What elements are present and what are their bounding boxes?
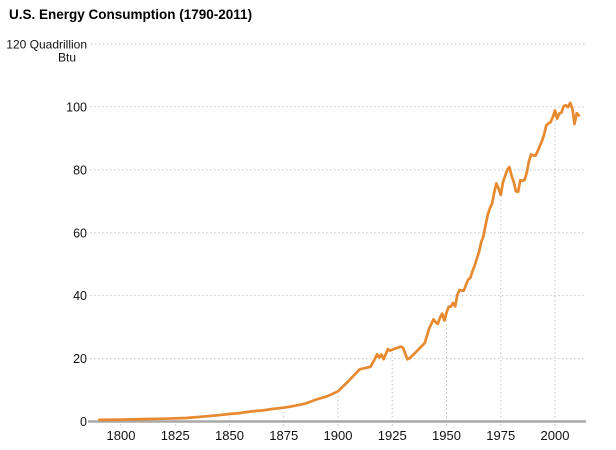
y-axis-unit-label-line2: Btu xyxy=(58,51,76,65)
x-tick-label-1875: 1875 xyxy=(269,428,298,443)
x-tick-label-1850: 1850 xyxy=(215,428,244,443)
y-axis-unit-label-line1: 120 Quadrillion xyxy=(6,38,87,52)
y-tick-label-20: 20 xyxy=(73,352,87,366)
x-tick-label-1900: 1900 xyxy=(324,428,353,443)
x-tick-label-2000: 2000 xyxy=(541,428,570,443)
y-tick-label-60: 60 xyxy=(73,226,87,240)
x-tick-label-1950: 1950 xyxy=(432,428,461,443)
x-tick-label-1800: 1800 xyxy=(107,428,136,443)
x-tick-label-1925: 1925 xyxy=(378,428,407,443)
y-tick-label-0: 0 xyxy=(80,415,87,429)
energy-consumption-line xyxy=(97,101,581,422)
y-tick-label-100: 100 xyxy=(66,100,87,114)
x-tick-label-1825: 1825 xyxy=(161,428,190,443)
page-title: U.S. Energy Consumption (1790-2011) xyxy=(9,7,253,22)
x-tick-label-1975: 1975 xyxy=(486,428,515,443)
y-tick-label-40: 40 xyxy=(73,289,87,303)
y-tick-label-80: 80 xyxy=(73,163,87,177)
